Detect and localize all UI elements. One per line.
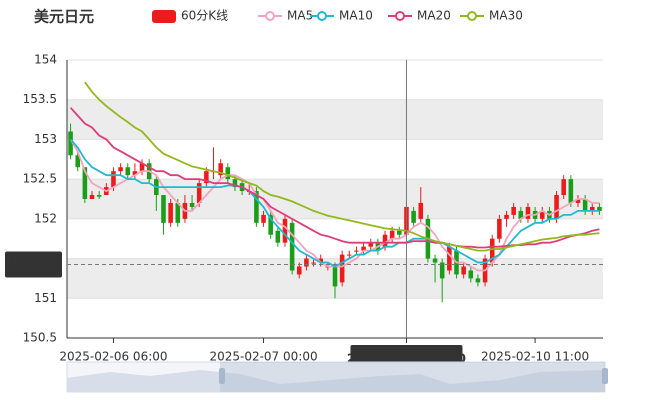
y-tick-label: 150.5 (23, 331, 57, 345)
candle-body (447, 246, 452, 271)
split-area (67, 99, 603, 140)
legend-label: MA20 (417, 9, 451, 23)
candle-body (225, 167, 231, 180)
candle-body (96, 195, 102, 197)
candle-body (132, 171, 138, 176)
candle-body (161, 195, 166, 223)
candle-body (311, 262, 316, 264)
y-tick-label: 152.5 (23, 172, 57, 186)
legend-symbol (152, 10, 176, 23)
candle-body (568, 179, 574, 203)
legend-label: MA30 (489, 9, 523, 23)
candle-body (597, 206, 602, 211)
candle-body (304, 258, 309, 267)
candle-body (561, 179, 566, 196)
legend-label: MA5 (287, 9, 313, 23)
candle-body (232, 179, 238, 188)
candle-body (254, 191, 259, 223)
candle-body (268, 214, 273, 235)
candle-body (204, 171, 209, 184)
candle-body (361, 246, 366, 251)
split-area (67, 60, 603, 100)
candle-body (196, 183, 202, 203)
candle-body (282, 218, 288, 243)
ma-line (69, 107, 600, 249)
candle-body (111, 171, 116, 188)
candle-body (397, 230, 402, 235)
candle-body (175, 202, 181, 223)
zoom-handle[interactable] (602, 368, 608, 384)
candle-body (289, 222, 295, 271)
candle-body (432, 258, 438, 263)
candle-body (589, 206, 595, 211)
candle-body (139, 163, 145, 172)
candle-body (575, 199, 581, 203)
candle-body (189, 202, 195, 207)
legend-symbol (317, 11, 327, 21)
candle-body (296, 266, 302, 275)
candle-body (489, 238, 495, 263)
data-zoom[interactable] (66, 361, 608, 393)
ma-line (69, 138, 600, 268)
candle-body (275, 230, 281, 243)
candle-body (332, 266, 338, 287)
chart-title: 美元日元 (34, 8, 94, 26)
y-tick-label: 153.5 (23, 92, 57, 106)
x-tick-label: 2025-02-10 11:00 (481, 350, 589, 364)
candle-body (347, 254, 352, 256)
x-tick-label: 2025-02-07 00:00 (209, 350, 317, 364)
candle-body (261, 214, 266, 223)
candle-body (411, 210, 416, 223)
crosshair-y-label-box (5, 251, 62, 278)
candle-body (468, 270, 474, 279)
candle-body (511, 206, 516, 215)
x-tick-label: 2025-02-06 06:00 (59, 350, 167, 364)
y-tick-label: 153 (34, 132, 57, 146)
legend-label: MA10 (339, 9, 373, 23)
candle-body (525, 206, 531, 219)
candle-body (318, 258, 323, 263)
candle-body (68, 131, 73, 156)
candle-body (75, 155, 81, 168)
candle-body (539, 210, 545, 219)
candle-body (82, 167, 88, 199)
y-tick-label: 154 (34, 53, 57, 67)
candle-body (125, 167, 131, 176)
candle-body (382, 234, 388, 247)
candle-body (582, 199, 588, 211)
candle-body (218, 163, 223, 176)
zoom-preview (67, 370, 605, 392)
split-area (67, 139, 603, 180)
candle-body (475, 278, 481, 283)
candle-body (354, 250, 359, 252)
legend-symbol (467, 11, 477, 21)
legend-label: 60分K线 (181, 9, 228, 23)
candle-body (504, 214, 509, 219)
legend-symbol (395, 11, 405, 21)
ma-line (84, 81, 600, 252)
candle-body (461, 266, 466, 275)
candle-body (368, 242, 374, 247)
y-tick-label: 151 (34, 291, 57, 305)
candle-body (339, 254, 345, 283)
candle-body (418, 202, 424, 219)
y-tick-label: 152 (34, 211, 57, 225)
candle-body (554, 195, 559, 219)
candle-body (168, 202, 173, 223)
zoom-handle[interactable] (219, 368, 225, 384)
candle-body (118, 167, 123, 172)
candle-body (439, 262, 445, 279)
split-area (67, 298, 603, 338)
candle-body (389, 230, 395, 239)
candle-body (89, 195, 95, 199)
candle-body (518, 210, 524, 219)
zoom-window[interactable] (220, 362, 605, 392)
legend-symbol (265, 11, 275, 21)
crosshair-y-label: 151.425 (8, 257, 58, 271)
candle-body (497, 218, 502, 239)
